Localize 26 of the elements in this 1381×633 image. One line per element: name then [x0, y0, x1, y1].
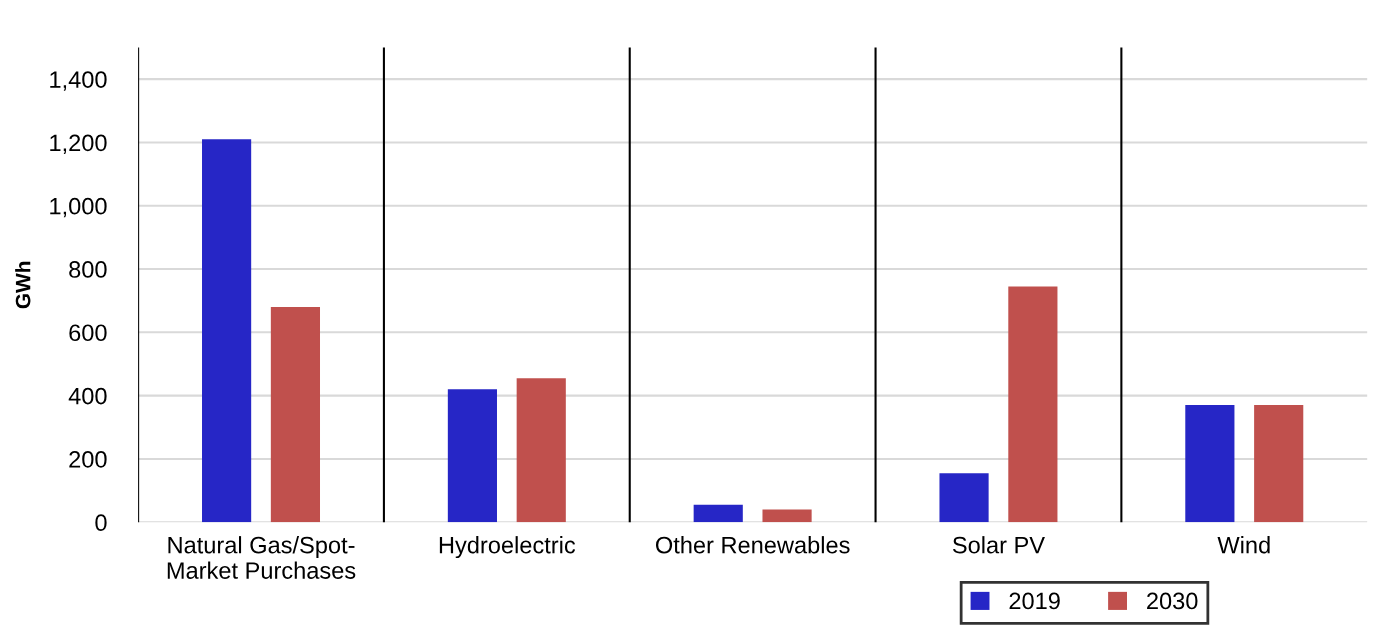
- bar: [762, 509, 812, 523]
- legend-label: 2019: [1009, 592, 1060, 610]
- bar: [447, 389, 497, 523]
- y-tick-label: 200: [69, 450, 107, 468]
- x-tick-label: Other Renewables: [655, 536, 850, 554]
- bar: [202, 139, 252, 523]
- y-tick-label: 600: [69, 324, 107, 342]
- bar: [693, 504, 743, 523]
- y-tick-label: 800: [69, 261, 107, 278]
- bar: [1254, 405, 1304, 523]
- bar: [270, 307, 321, 523]
- x-tick-label: Natural Gas/Spot- Market Purchases: [167, 536, 356, 579]
- y-tick-label: 400: [68, 387, 107, 405]
- y-axis-title: GWh: [15, 261, 31, 309]
- bar: [1185, 405, 1235, 523]
- y-tick-label: 1,000: [50, 197, 107, 218]
- legend-label: 2030: [1147, 592, 1198, 610]
- y-tick-label: 1,200: [50, 134, 107, 154]
- x-tick-label: Solar PV: [952, 536, 1045, 554]
- y-tick-label: 1,400: [50, 71, 107, 91]
- bar: [1008, 286, 1058, 523]
- bar: [516, 378, 566, 523]
- x-tick-label: Hydroelectric: [439, 536, 576, 559]
- x-tick-label: Wind: [1217, 536, 1270, 554]
- y-tick-label: 0: [95, 514, 107, 532]
- bar: [939, 473, 989, 523]
